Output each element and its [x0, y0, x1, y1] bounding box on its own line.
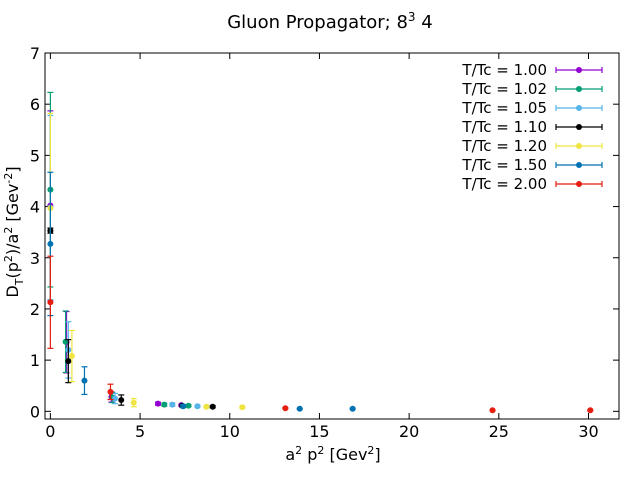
- legend-marker: [576, 143, 582, 149]
- data-point: [111, 395, 118, 402]
- data-point: [489, 407, 496, 414]
- x-tick-label: 0: [45, 422, 55, 441]
- data-point: [185, 402, 192, 409]
- data-point: [203, 403, 210, 410]
- data-point: [130, 399, 137, 406]
- axes: 0 5 10 15 20 25 30 0 1 2 3 4 5 6 7: [30, 44, 620, 441]
- y-tick-label: 0: [30, 402, 40, 421]
- legend-marker: [576, 86, 582, 92]
- legend-marker: [576, 67, 582, 73]
- y-tick-label: 5: [30, 146, 40, 165]
- legend-marker: [576, 105, 582, 111]
- chart-title: Gluon Propagator; 83 4: [227, 10, 433, 33]
- legend-label: T/Tc = 1.02: [461, 80, 547, 98]
- data-point: [47, 240, 54, 247]
- data-point: [118, 397, 125, 404]
- data-point: [209, 403, 216, 410]
- y-tick-label: 6: [30, 95, 40, 114]
- series-layer: [47, 91, 594, 414]
- data-point: [161, 401, 168, 408]
- legend-marker: [576, 181, 582, 187]
- legend-label: T/Tc = 2.00: [461, 175, 547, 193]
- legend-label: T/Tc = 1.10: [461, 118, 547, 136]
- data-point: [47, 299, 54, 306]
- data-point: [349, 405, 356, 412]
- data-point: [169, 401, 176, 408]
- data-point: [68, 353, 75, 360]
- x-axis-label: a2 p2 [Gev2]: [285, 444, 380, 464]
- x-tick-label: 20: [399, 422, 419, 441]
- x-tick-label: 30: [578, 422, 598, 441]
- y-tick-label: 2: [30, 300, 40, 319]
- y-tick-label: 7: [30, 44, 40, 63]
- data-point: [587, 407, 594, 414]
- legend-marker: [576, 124, 582, 130]
- x-tick-label: 25: [489, 422, 509, 441]
- x-tick-label: 10: [220, 422, 240, 441]
- data-point: [107, 388, 114, 395]
- legend-label: T/Tc = 1.20: [461, 137, 547, 155]
- x-tick-label: 15: [309, 422, 329, 441]
- data-point: [65, 358, 72, 365]
- legend-label: T/Tc = 1.50: [461, 156, 547, 174]
- y-tick-label: 4: [30, 198, 40, 217]
- legend-label: T/Tc = 1.05: [461, 99, 547, 117]
- legend-marker: [576, 162, 582, 168]
- data-point: [81, 377, 88, 384]
- data-point: [155, 400, 162, 407]
- plot-frame: [44, 52, 620, 420]
- data-point: [296, 405, 303, 412]
- data-point: [239, 404, 246, 411]
- legend-label: T/Tc = 1.00: [461, 61, 547, 79]
- y-tick-label: 1: [30, 351, 40, 370]
- y-axis-label: DT(p2)/a2 [Gev-2]: [2, 166, 26, 297]
- data-point: [180, 403, 187, 410]
- data-point: [194, 403, 201, 410]
- y-tick-label: 3: [30, 249, 40, 268]
- data-point: [282, 405, 289, 412]
- series: [47, 255, 594, 414]
- legend: T/Tc = 1.00T/Tc = 1.02T/Tc = 1.05T/Tc = …: [461, 61, 603, 193]
- x-tick-label: 5: [135, 422, 145, 441]
